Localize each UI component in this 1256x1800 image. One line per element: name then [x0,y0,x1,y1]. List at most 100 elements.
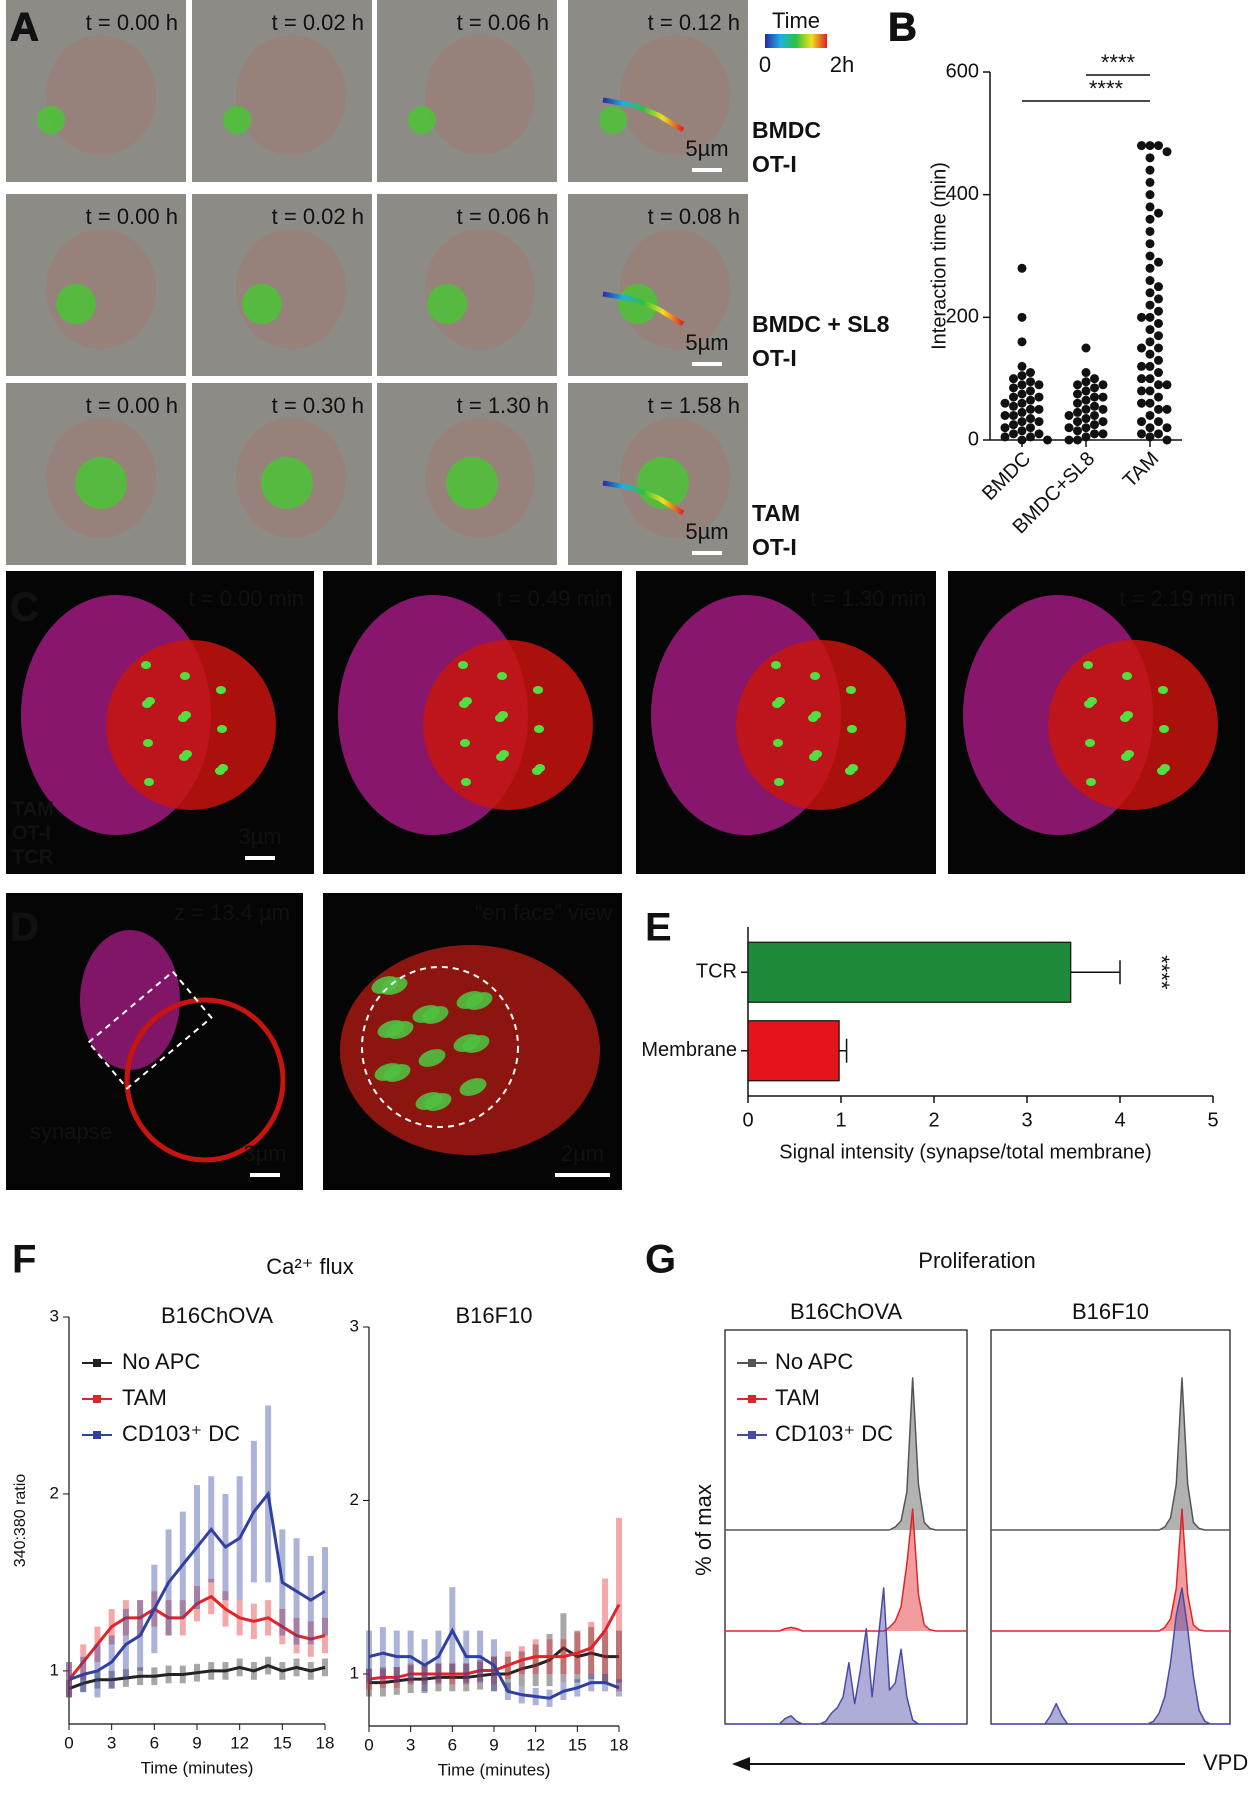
y-tick-label: 2 [50,1483,59,1502]
dot [1017,398,1027,408]
tcr-spot [775,697,785,705]
scale-label: 3µm [243,1141,286,1166]
legend-marker [93,1359,101,1367]
x-tick-label: BMDC [978,448,1035,505]
cell [446,457,498,509]
tcr-spot [1085,739,1095,747]
legend-label: No APC [775,1349,853,1374]
dot [1145,432,1155,442]
cell [242,284,282,324]
dot [1145,349,1155,359]
time-label: t = 1.30 min [810,586,926,611]
dot [1137,398,1146,408]
time-label: t = 0.00 h [86,393,178,418]
x-tick-label: 4 [1114,1109,1125,1131]
dot [1017,389,1027,399]
x-axis-label: Time (minutes) [141,1758,254,1777]
y-axis-label: % of max [691,1484,716,1576]
dot [1009,383,1018,393]
dot [1145,300,1155,310]
dot [1154,343,1163,353]
channel-label: TCR [12,846,54,868]
dot [1145,361,1155,371]
dot [1137,361,1146,371]
dot [1064,410,1074,420]
dot [1145,202,1155,212]
time-label: t = 0.02 h [272,204,364,229]
dot [1017,263,1027,273]
scale-label: 5µm [685,519,728,544]
panel-letter: A [10,6,39,50]
time-label: t = 0.30 h [272,393,364,418]
dot [1000,398,1010,408]
dot [1017,417,1027,427]
legend-label: CD103⁺ DC [122,1421,240,1446]
tcr-spot [145,697,155,705]
dot [1162,423,1172,433]
dot [1162,435,1172,445]
series-line [368,1603,621,1681]
dot [1034,429,1044,439]
dot [1034,404,1044,414]
time-label: t = 0.08 h [648,204,740,229]
tcr-spot [460,739,470,747]
x-tick-label: 18 [610,1735,629,1754]
dot [1145,325,1155,335]
tcr-spot [771,661,781,669]
tcr-spot [421,1006,449,1024]
dot [1081,423,1091,433]
scale-label: 5µm [685,136,728,161]
series-line [369,1646,619,1685]
dot [1145,190,1155,200]
tcr-spot [1122,672,1132,680]
legend-marker [93,1431,101,1439]
dot [1081,404,1091,414]
dot [1154,257,1163,267]
legend-marker [93,1395,101,1403]
histogram-curve [725,1508,967,1632]
histogram-curve [991,1508,1230,1632]
cell [599,106,627,134]
time-label: t = 1.30 h [457,393,549,418]
tcr-spot [1160,764,1170,772]
time-label: t = 0.00 h [86,204,178,229]
dot [1154,294,1163,304]
tcr-spot [216,686,226,694]
tcr-spot [774,778,784,786]
synapse-outline [361,966,519,1128]
dot [1154,306,1163,316]
dot [1154,331,1163,341]
dot [1064,423,1074,433]
legend-marker [748,1395,756,1403]
dot [1026,368,1035,378]
colorbar-title: Time [772,8,820,33]
time-label: t = 0.12 h [648,10,740,35]
colorbar-min: 0 [759,52,771,77]
histogram-curve [991,1587,1230,1725]
dot [1009,420,1018,430]
dot [1145,337,1155,347]
dot [1017,361,1027,371]
cell [425,35,535,155]
panel-title: Ca²⁺ flux [266,1254,353,1279]
dot [1154,429,1163,439]
significance: **** [1149,955,1174,990]
x-tick-label: 2 [928,1109,939,1131]
dot [1145,288,1155,298]
legend-label: TAM [122,1385,167,1410]
dot [1145,374,1155,384]
chart-title: B16F10 [455,1303,532,1328]
dot [1154,208,1163,218]
dot [1073,407,1082,417]
dot [1034,417,1044,427]
y-tick-label: 2 [350,1490,359,1509]
time-label: t = 1.58 h [648,393,740,418]
tcr-spot [847,725,857,733]
dot [1145,276,1155,286]
x-axis-label: VPD [1203,1750,1248,1775]
row-label: TAM [752,500,800,526]
x-tick-label: 0 [64,1733,73,1752]
x-tick-label: 1 [835,1109,846,1131]
dot [1009,392,1018,402]
